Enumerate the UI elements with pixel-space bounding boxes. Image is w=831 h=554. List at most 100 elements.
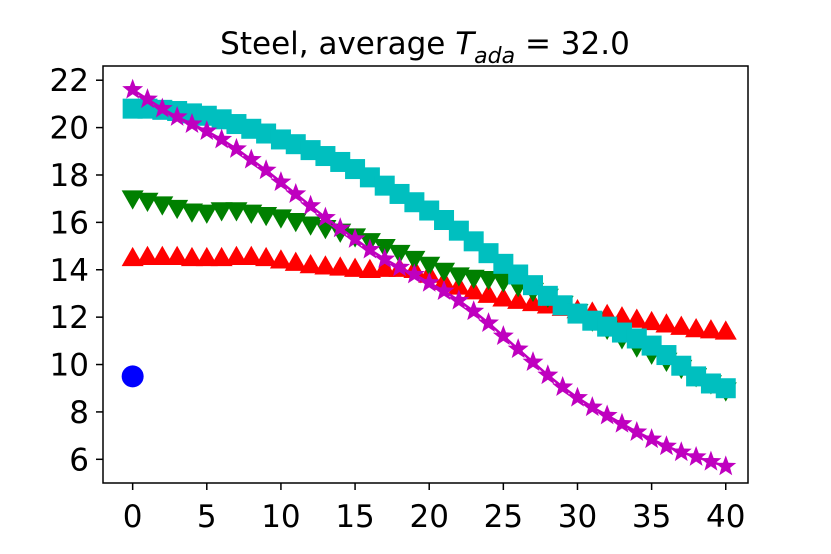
red-triangle-up-point (685, 317, 708, 338)
axes-frame (102, 65, 749, 484)
magenta-star-point (448, 289, 470, 310)
magenta-star-point (611, 412, 633, 433)
magenta-star-point (492, 325, 514, 345)
red-triangle-up-point (477, 283, 500, 303)
magenta-star-point (166, 105, 188, 126)
red-triangle-up-point (195, 246, 218, 267)
magenta-star-point (463, 300, 485, 321)
red-triangle-up-point (714, 320, 737, 340)
y-tick-label: 16 (50, 205, 89, 241)
x-tick-label: 0 (123, 499, 143, 535)
x-tick-label: 10 (261, 499, 300, 535)
red-triangle-up-point (655, 313, 678, 333)
x-tick-label: 5 (197, 499, 217, 535)
magenta-star-point (137, 88, 158, 109)
red-triangle-up-point (640, 310, 663, 331)
y-tick-label: 14 (50, 253, 89, 289)
red-triangle-up-point (166, 245, 189, 265)
y-tick-label: 20 (50, 111, 89, 147)
y-tick-label: 18 (50, 158, 89, 194)
magenta-star-point (344, 227, 366, 248)
magenta-star-point (122, 78, 144, 99)
y-tick-label: 22 (50, 63, 89, 99)
x-tick-label: 30 (558, 499, 597, 535)
magenta-star-point (626, 421, 648, 441)
red-triangle-up-point (462, 280, 485, 300)
magenta-star-point (196, 120, 218, 141)
red-triangle-up-point (284, 251, 307, 271)
magenta-star-point (255, 159, 277, 180)
magenta-star-point (596, 404, 618, 425)
axes: 0 5 10 15 20 25 30 35 40 6 8 10 12 14 16 18 20 22 (50, 63, 749, 535)
green-triangle-down-point (195, 204, 218, 224)
y-tick-label: 8 (69, 395, 89, 431)
x-tick-label: 15 (335, 499, 374, 535)
magenta-star-point (685, 445, 707, 466)
magenta-star-point (507, 338, 529, 359)
y-tick-label: 6 (69, 442, 89, 478)
red-triangle-up-point (699, 319, 722, 339)
y-tick-label: 12 (50, 300, 89, 336)
red-triangle-up-point (136, 245, 159, 265)
red-triangle-up-point (180, 246, 203, 267)
cyan-square-point (715, 378, 736, 399)
magenta-star-point (403, 263, 425, 284)
x-tick-label: 35 (632, 499, 671, 535)
magenta-star-point (581, 396, 603, 417)
red-triangle-up-point (240, 245, 263, 265)
magenta-star-point (270, 171, 292, 191)
magenta-star-point (374, 248, 396, 268)
red-triangle-up-point (255, 246, 278, 267)
green-triangle-down-point (388, 244, 411, 265)
magenta-star-point (715, 455, 737, 476)
green-triangle-down-point (403, 250, 426, 271)
red-triangle-up-point (344, 257, 367, 277)
magenta-star-point (537, 364, 559, 385)
magenta-star-point (567, 386, 588, 407)
red-triangle-up-point (210, 246, 233, 267)
red-triangle-up-point (151, 245, 174, 265)
magenta-star-point (211, 128, 233, 149)
red-triangle-up-point (507, 289, 530, 309)
magenta-star-point (478, 312, 499, 332)
chart-title-suffix: = 32.0 (515, 26, 630, 62)
magenta-star-point (300, 194, 322, 215)
magenta-star-point (389, 256, 411, 277)
x-tick-label: 25 (484, 499, 523, 535)
magenta-star-point (225, 137, 247, 158)
green-triangle-down-point (462, 269, 485, 290)
chart-title: Steel, average Tada = 32.0 (220, 26, 630, 69)
red-triangle-up-point (358, 258, 381, 279)
magenta-star-point (700, 450, 722, 471)
x-tick-label: 40 (706, 499, 745, 535)
magenta-star-point (641, 428, 663, 449)
red-triangle-up-point (670, 315, 693, 335)
magenta-star-point (670, 441, 692, 462)
magenta-star-point (418, 271, 440, 292)
magenta-star-point (329, 217, 351, 238)
green-triangle-down-point (180, 203, 203, 223)
red-triangle-up-point (225, 245, 248, 265)
red-triangle-up-point (269, 249, 292, 269)
magenta-star-point (655, 435, 677, 456)
magenta-star-point (552, 376, 574, 396)
red-triangle-up-point (299, 254, 322, 274)
red-triangle-up-point (492, 287, 515, 307)
plot-area (121, 78, 737, 476)
magenta-star-point (181, 113, 203, 133)
y-tick-label: 10 (50, 348, 89, 384)
magenta-star-point (285, 182, 307, 203)
green-triangle-down-point (210, 202, 233, 222)
magenta-star-point (151, 97, 173, 118)
red-triangle-up-point (373, 257, 396, 277)
chart-title-prefix: Steel, average (220, 26, 455, 62)
chart-title-symbol: T (455, 26, 476, 62)
magenta-star-point (314, 206, 336, 227)
magenta-star-point (240, 148, 262, 169)
blue-circle-point (121, 365, 144, 388)
x-tick-label: 20 (409, 499, 448, 535)
red-triangle-up-point (121, 246, 144, 267)
red-triangle-up-point (329, 256, 352, 276)
magenta-star-point (522, 351, 544, 372)
